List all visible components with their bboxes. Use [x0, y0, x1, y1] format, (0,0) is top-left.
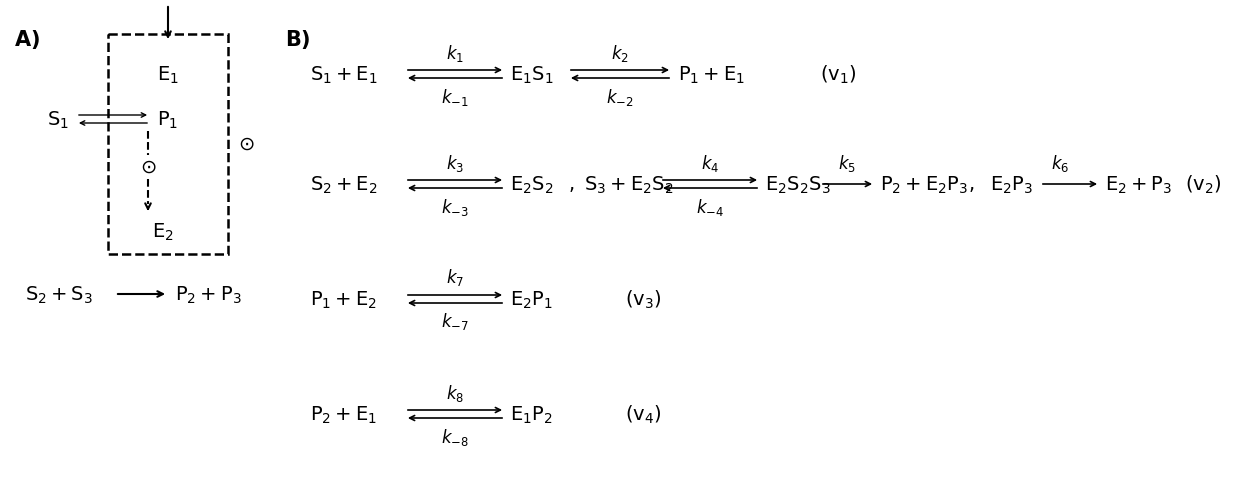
Text: $\mathrm{E_2S_2S_3}$: $\mathrm{E_2S_2S_3}$: [765, 174, 831, 195]
Text: $\mathrm{P_2 + P_3}$: $\mathrm{P_2 + P_3}$: [175, 284, 242, 305]
Text: $k_{\it{-4}}$: $k_{\it{-4}}$: [696, 196, 724, 217]
Text: $,\ \mathrm{S_3 + E_2S_2}$: $,\ \mathrm{S_3 + E_2S_2}$: [568, 174, 673, 195]
Text: $\mathrm{E_1P_2}$: $\mathrm{E_1P_2}$: [510, 404, 553, 425]
Text: $k_{\it{5}}$: $k_{\it{5}}$: [838, 152, 856, 173]
Text: $k_{\it{-2}}$: $k_{\it{-2}}$: [606, 86, 634, 107]
Text: $k_{\it{4}}$: $k_{\it{4}}$: [701, 152, 719, 173]
Text: $\mathrm{P_2 + E_2P_3,}$: $\mathrm{P_2 + E_2P_3,}$: [880, 174, 975, 195]
Text: $\mathrm{S_1}$: $\mathrm{S_1}$: [47, 109, 69, 130]
Text: $\mathrm{E_1}$: $\mathrm{E_1}$: [157, 64, 179, 85]
Text: $(\mathrm{v_1})$: $(\mathrm{v_1})$: [820, 64, 857, 86]
Text: $(\mathrm{v_2})$: $(\mathrm{v_2})$: [1185, 174, 1221, 196]
Text: $\mathrm{E_2}$: $\mathrm{E_2}$: [153, 221, 174, 242]
Text: $\odot$: $\odot$: [140, 159, 156, 177]
Text: $k_{\it{-1}}$: $k_{\it{-1}}$: [441, 86, 469, 107]
Text: $\mathbf{A)}$: $\mathbf{A)}$: [14, 28, 40, 51]
Text: $\mathrm{P_1 + E_1}$: $\mathrm{P_1 + E_1}$: [678, 64, 745, 85]
Text: $\mathrm{E_2S_2}$: $\mathrm{E_2S_2}$: [510, 174, 553, 195]
Text: $(\mathrm{v_3})$: $(\mathrm{v_3})$: [625, 288, 662, 310]
Text: $\mathrm{P_1}$: $\mathrm{P_1}$: [157, 109, 179, 130]
Text: $k_{\it{3}}$: $k_{\it{3}}$: [446, 152, 464, 173]
Text: $\odot$: $\odot$: [238, 136, 254, 154]
Text: $\mathrm{E_2P_3}$: $\mathrm{E_2P_3}$: [990, 174, 1033, 195]
Text: $\mathrm{S_1 + E_1}$: $\mathrm{S_1 + E_1}$: [310, 64, 378, 85]
Text: $k_{\it{-3}}$: $k_{\it{-3}}$: [441, 196, 469, 217]
Text: $\mathrm{S_2 + S_3}$: $\mathrm{S_2 + S_3}$: [25, 284, 93, 305]
Text: $k_{\it{1}}$: $k_{\it{1}}$: [446, 42, 464, 63]
Text: $k_{\it{7}}$: $k_{\it{7}}$: [446, 267, 464, 288]
Text: $\mathrm{E_1S_1}$: $\mathrm{E_1S_1}$: [510, 64, 554, 85]
Text: $\mathrm{E_2 + P_3}$: $\mathrm{E_2 + P_3}$: [1105, 174, 1172, 195]
Text: $(\mathrm{v_4})$: $(\mathrm{v_4})$: [625, 403, 662, 425]
Text: $\mathrm{P_1 + E_2}$: $\mathrm{P_1 + E_2}$: [310, 289, 377, 310]
Text: $\mathrm{S_2 + E_2}$: $\mathrm{S_2 + E_2}$: [310, 174, 377, 195]
Text: $\mathbf{B)}$: $\mathbf{B)}$: [285, 28, 311, 51]
Text: $\mathrm{P_2 + E_1}$: $\mathrm{P_2 + E_1}$: [310, 404, 377, 425]
Text: $\mathrm{E_2P_1}$: $\mathrm{E_2P_1}$: [510, 289, 553, 310]
Text: $k_{\it{-7}}$: $k_{\it{-7}}$: [441, 311, 469, 332]
Text: $k_{\it{6}}$: $k_{\it{6}}$: [1050, 152, 1069, 173]
Text: $k_{\it{2}}$: $k_{\it{2}}$: [611, 42, 629, 63]
Text: $k_{\it{8}}$: $k_{\it{8}}$: [446, 382, 464, 403]
Text: $k_{\it{-8}}$: $k_{\it{-8}}$: [441, 426, 469, 447]
